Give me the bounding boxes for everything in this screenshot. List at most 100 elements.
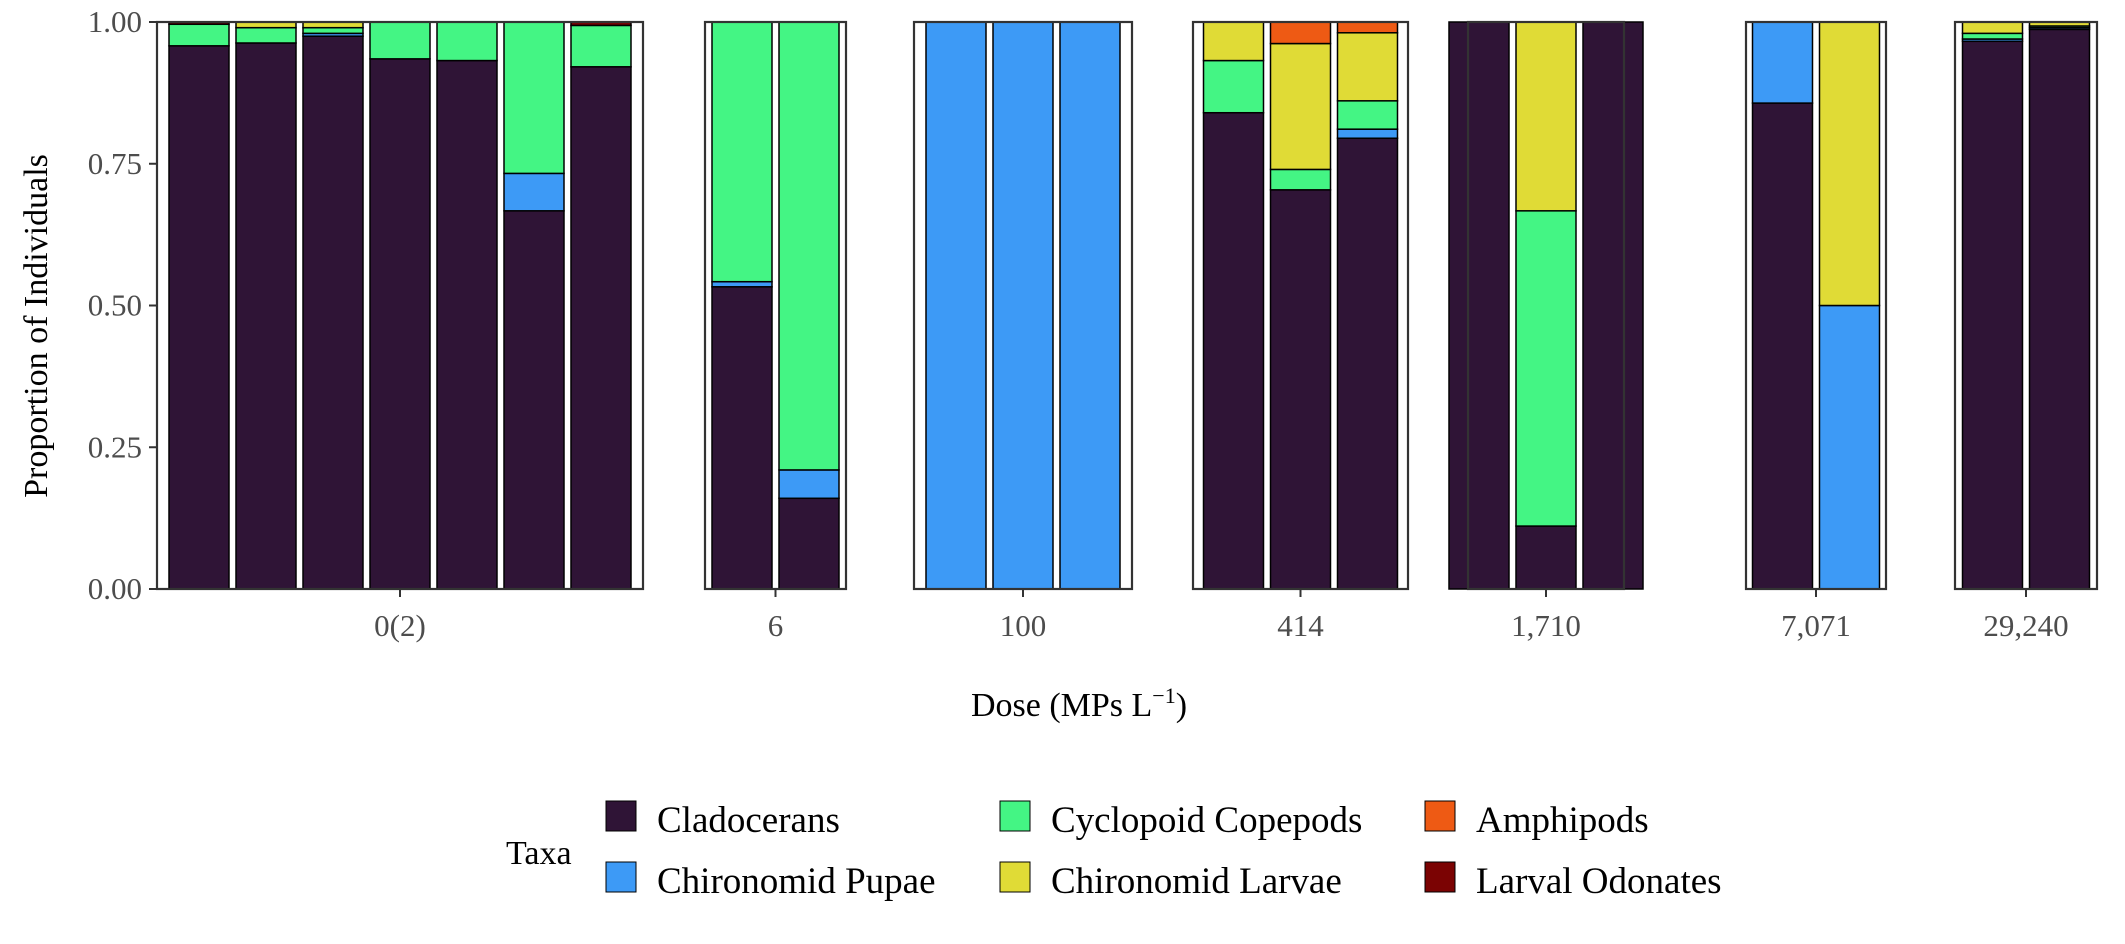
bar-segment-cladocerans — [778, 497, 840, 590]
bar-segment-cyclopoid-copepods — [1961, 32, 2024, 40]
bar-segment-chironomid-larvae — [1515, 21, 1577, 212]
bar-segment-cladocerans — [1269, 189, 1332, 590]
bar — [1751, 21, 1814, 590]
panel-29-240: 29,240 — [1953, 20, 2099, 643]
legend-swatch — [1424, 800, 1456, 832]
bar-segment-cladocerans — [235, 42, 297, 590]
x-axis-title-close: ) — [1176, 687, 1187, 724]
y-tick-label: 1.00 — [88, 4, 142, 39]
y-tick-label: 0.50 — [88, 288, 142, 323]
legend-swatch — [1424, 861, 1456, 893]
x-tick-label: 29,240 — [1983, 608, 2068, 643]
y-axis: 0.00 0.25 0.50 0.75 1.00 — [88, 4, 158, 606]
bar — [711, 21, 773, 590]
bar-segment-amphipods — [1336, 21, 1399, 34]
panel-7-071: 7,071 — [1744, 20, 1888, 643]
bar-segment-chironomid-larvae — [1269, 42, 1332, 171]
bar — [369, 21, 431, 590]
bar — [302, 21, 364, 590]
bar-segment-cladocerans — [1336, 137, 1399, 590]
bar-segment-chironomid-larvae — [1336, 32, 1399, 102]
bar-segment-chironomid-pupae — [1059, 21, 1121, 590]
bar — [436, 21, 498, 590]
bar-segment-chironomid-larvae — [1202, 21, 1265, 62]
x-axis-title: Dose (MPs L−1) — [971, 683, 1187, 724]
legend-title: Taxa — [506, 835, 572, 872]
bar — [1515, 21, 1577, 590]
bar-segment-chironomid-pupae — [711, 280, 773, 288]
bar-segment-cyclopoid-copepods — [1515, 210, 1577, 527]
bar-segment-cladocerans — [436, 59, 498, 590]
bar-segment-chironomid-pupae — [503, 172, 565, 212]
legend-item-amphipods: Amphipods — [1424, 800, 1649, 841]
bar — [235, 21, 297, 590]
facet-panels: 0(2) 6 100 414 1,710 7,071 29,240 — [155, 20, 2099, 643]
y-axis-title: Proportion of Individuals — [18, 154, 55, 498]
x-tick-label: 1,710 — [1511, 608, 1581, 643]
bar-segment-chironomid-pupae — [1751, 21, 1814, 104]
bar — [168, 21, 230, 590]
y-tick-label: 0.25 — [88, 429, 142, 464]
bar-segment-cyclopoid-copepods — [302, 26, 364, 35]
y-tick-label: 0.00 — [88, 571, 142, 606]
bar-segment-cladocerans — [570, 66, 632, 590]
legend-label: Larval Odonates — [1476, 861, 1722, 902]
x-tick-label: 6 — [768, 608, 784, 643]
bar-segment-cladocerans — [503, 210, 565, 590]
bar — [503, 21, 565, 590]
legend-item-chironomid-pupae: Chironomid Pupae — [605, 861, 936, 902]
y-tick-label: 0.75 — [88, 146, 142, 181]
bar-segment-cyclopoid-copepods — [570, 24, 632, 68]
bar — [1961, 21, 2024, 590]
legend-label: Chironomid Pupae — [657, 861, 936, 902]
bar-segment-cladocerans — [302, 35, 364, 590]
bar — [1336, 21, 1399, 590]
bar-segment-cyclopoid-copepods — [1202, 59, 1265, 114]
x-axis-title-text: Dose (MPs L — [971, 687, 1152, 724]
bar — [1448, 21, 1510, 590]
legend-item-larval-odonates: Larval Odonates — [1424, 861, 1722, 902]
bar — [1582, 21, 1644, 590]
panel-6: 6 — [703, 20, 848, 643]
bar-segment-cyclopoid-copepods — [503, 21, 565, 175]
bar — [1818, 21, 1881, 590]
bar-segment-cladocerans — [1751, 102, 1814, 590]
bar-segment-cladocerans — [1202, 111, 1265, 590]
bar-segment-cladocerans — [2028, 28, 2091, 590]
bar — [2028, 21, 2091, 590]
bar-segment-chironomid-pupae — [1336, 128, 1399, 139]
legend-item-cyclopoid-copepods: Cyclopoid Copepods — [999, 800, 1362, 841]
legend-label: Amphipods — [1476, 800, 1649, 841]
panel-100: 100 — [912, 20, 1134, 643]
bar-segment-chironomid-pupae — [778, 469, 840, 500]
legend-swatch — [605, 861, 637, 893]
bar-segment-chironomid-larvae — [1818, 21, 1881, 307]
x-tick-label: 0(2) — [374, 608, 426, 643]
bar-segment-cyclopoid-copepods — [1269, 168, 1332, 191]
bar-segment-chironomid-pupae — [992, 21, 1054, 590]
bar — [1202, 21, 1265, 590]
x-tick-label: 7,071 — [1781, 608, 1851, 643]
bar — [992, 21, 1054, 590]
bar-segment-cyclopoid-copepods — [711, 21, 773, 283]
legend-label: Cyclopoid Copepods — [1051, 800, 1362, 841]
bar — [570, 21, 632, 590]
bar-segment-cladocerans — [1448, 21, 1510, 590]
bar-segment-cladocerans — [1961, 40, 2024, 590]
bar-segment-cyclopoid-copepods — [369, 21, 431, 60]
legend-swatch — [999, 800, 1031, 832]
bar-segment-cladocerans — [1582, 21, 1644, 590]
legend: Taxa Cladocerans Chironomid Pupae Cyclopoi… — [506, 800, 1722, 902]
bar-segment-cyclopoid-copepods — [1336, 100, 1399, 130]
bar-segment-amphipods — [1269, 21, 1332, 45]
bar — [925, 21, 987, 590]
panel-1-710: 1,710 — [1448, 20, 1644, 643]
bar-segment-cladocerans — [369, 58, 431, 590]
legend-label: Chironomid Larvae — [1051, 861, 1342, 902]
legend-item-chironomid-larvae: Chironomid Larvae — [999, 861, 1342, 902]
bar — [1269, 21, 1332, 590]
x-tick-label: 414 — [1277, 608, 1324, 643]
panel-414: 414 — [1191, 20, 1410, 643]
panel-0-2: 0(2) — [155, 20, 645, 643]
